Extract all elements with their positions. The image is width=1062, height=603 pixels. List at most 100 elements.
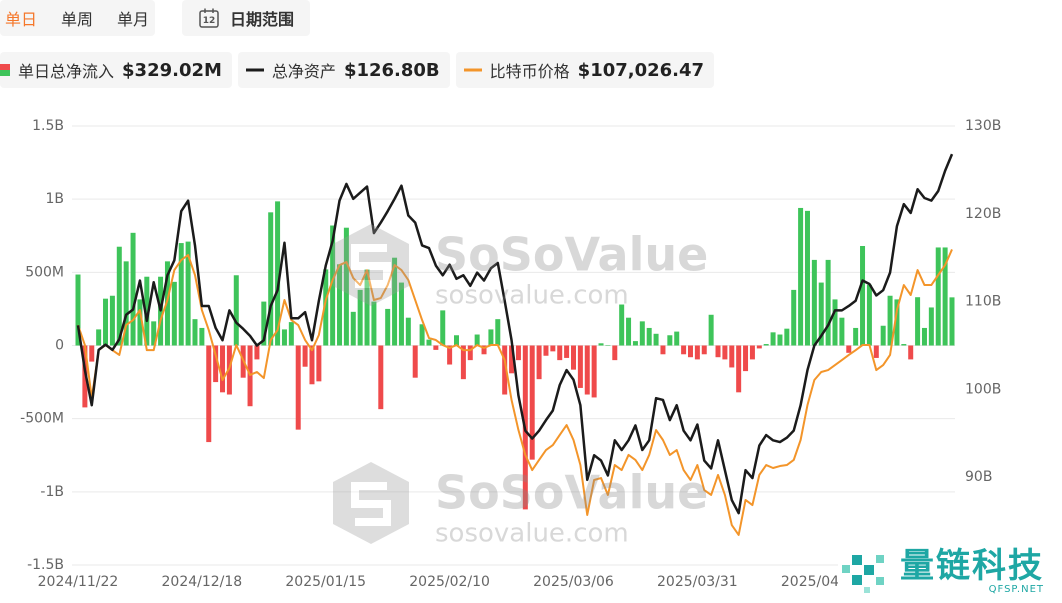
bar <box>908 345 914 360</box>
bar <box>804 210 810 346</box>
bar <box>343 227 349 346</box>
period-tab[interactable]: 单月 <box>117 10 150 29</box>
bar <box>928 307 934 346</box>
bar <box>398 282 404 346</box>
legend-icon <box>463 68 482 72</box>
bar <box>694 345 700 360</box>
legend-item[interactable]: 比特币价格 $107,026.47 <box>455 52 715 88</box>
bar <box>887 295 893 346</box>
bar <box>570 345 576 370</box>
watermark-logo-mark <box>351 244 391 288</box>
legend-item[interactable]: 单日总净流入 $329.02M <box>0 52 232 88</box>
bar <box>151 321 157 346</box>
date-range-button[interactable]: 12 日期范围 <box>182 0 311 36</box>
legend-icon <box>0 64 10 76</box>
bar <box>825 259 831 346</box>
bar <box>103 298 109 346</box>
bar <box>454 335 460 346</box>
y-tick-label: -1.5B <box>27 557 64 573</box>
bar <box>515 345 521 361</box>
bar <box>798 207 804 346</box>
bar <box>612 345 618 361</box>
watermark-url: sosovalue.com <box>435 519 629 549</box>
bar <box>942 247 948 346</box>
legend: 单日总净流入 $329.02M 总净资产 $126.80B 比特币价格 $107,026.… <box>0 52 715 88</box>
period-tab[interactable]: 单日 <box>5 10 38 29</box>
logo-pixel <box>852 574 862 585</box>
y2-tick-label: 100B <box>965 381 1001 397</box>
legend-item[interactable]: 总净资产 $126.80B <box>237 52 450 88</box>
bar <box>873 345 879 358</box>
legend-name: 总净资产 <box>271 62 336 81</box>
bar <box>502 345 508 395</box>
legend-value: $107,026.47 <box>577 59 705 81</box>
bar <box>564 345 570 358</box>
bar <box>116 246 122 346</box>
legend-value: $126.80B <box>343 59 440 81</box>
bar <box>687 345 693 358</box>
bar <box>667 335 673 346</box>
bar <box>550 345 556 352</box>
bar <box>846 345 852 353</box>
bar <box>185 241 191 346</box>
bar <box>467 345 473 361</box>
bar <box>137 299 143 346</box>
y2-tick-label: 130B <box>965 118 1001 134</box>
bar <box>275 201 281 346</box>
bar <box>288 322 294 346</box>
legend-icon <box>245 68 264 72</box>
bar <box>337 264 343 346</box>
bar <box>860 245 866 346</box>
watermark-logo <box>333 462 409 544</box>
bar <box>626 317 632 346</box>
bar <box>323 269 329 346</box>
bar <box>763 344 769 346</box>
controls: 单日 单周 单月 12 日期范围 <box>0 0 311 36</box>
bar <box>171 281 177 346</box>
bar <box>213 345 219 383</box>
x-tick-label: 2024/11/22 <box>38 574 119 590</box>
x-tick-label: 2025/02/10 <box>409 574 490 590</box>
bar <box>639 321 645 346</box>
bar <box>192 319 198 346</box>
bar <box>371 301 377 346</box>
bar <box>378 345 384 410</box>
bar <box>935 247 941 346</box>
x-tick-label: 2024/12/18 <box>162 574 243 590</box>
bar <box>392 257 398 346</box>
bar <box>660 345 666 355</box>
bar <box>619 304 625 346</box>
watermark-logo-mark <box>351 482 391 526</box>
bar <box>350 311 356 346</box>
bar <box>123 261 129 346</box>
bar <box>130 232 136 346</box>
bar <box>832 299 838 346</box>
bar <box>261 301 267 346</box>
bar <box>481 345 487 355</box>
line-series <box>76 153 954 515</box>
bar <box>281 329 287 346</box>
bar <box>722 345 728 360</box>
watermark-brand: SoSoValue <box>435 228 708 282</box>
bar <box>701 345 707 355</box>
y-tick-label: 1B <box>45 191 64 207</box>
bar <box>791 289 797 346</box>
y2-tick-label: 90B <box>965 469 992 485</box>
logo-pixel <box>876 576 884 585</box>
period-tabs: 单日 单周 单月 <box>0 0 156 36</box>
bar <box>426 339 432 346</box>
bar <box>178 243 184 346</box>
bar <box>853 327 859 346</box>
y-tick-label: -1B <box>40 484 64 500</box>
bar <box>419 324 425 346</box>
date-range-label: 日期范围 <box>230 10 295 29</box>
logo-pixel <box>852 554 862 565</box>
period-tab[interactable]: 单周 <box>61 10 94 29</box>
x-tick-label: 2025/03/06 <box>533 574 614 590</box>
bar <box>584 345 590 395</box>
y-tick-label: 0 <box>55 338 64 354</box>
overlay-logo-brand: 量链科技 <box>900 546 1044 586</box>
y-tick-label: 1.5B <box>32 118 64 134</box>
